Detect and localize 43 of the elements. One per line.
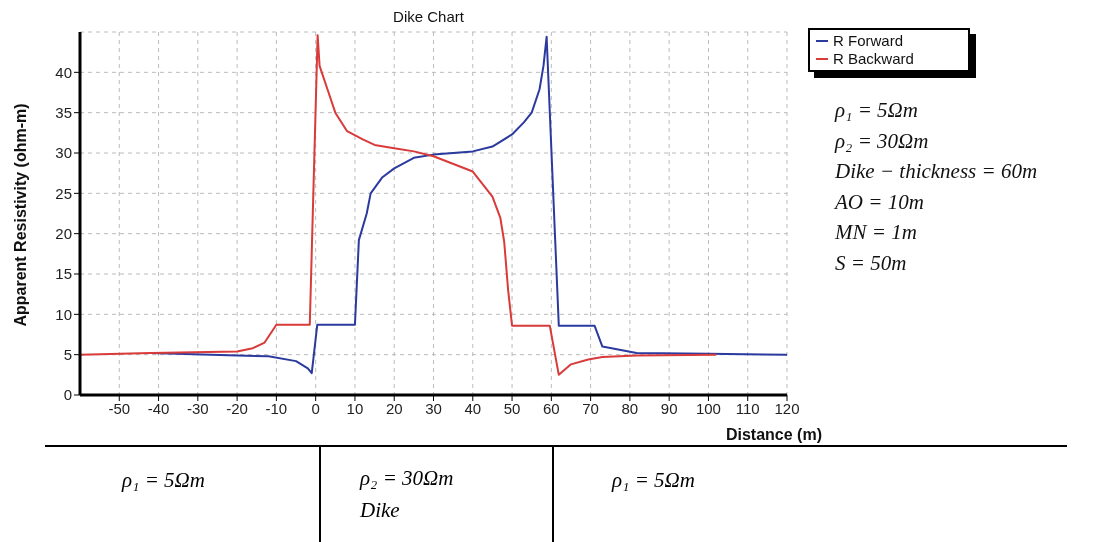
x-tick-label: -20	[226, 399, 248, 417]
text: ρ₁ = 5Ωm	[835, 97, 919, 124]
text: ρ₂ = 30Ωm	[360, 465, 454, 492]
y-axis-title: Apparent Resistivity (ohm-m)	[12, 103, 29, 327]
x-tick-label: -50	[108, 399, 131, 417]
text: ρ₂ = 30Ωm	[835, 127, 930, 155]
text: Dike − thickness = 60m	[835, 158, 1038, 185]
x-tick-label: 80	[621, 399, 639, 417]
x-tick-label: -10	[265, 399, 288, 417]
x-tick-label: -40	[147, 399, 170, 417]
line-series	[80, 34, 718, 376]
x-tick-label: 60	[542, 399, 560, 417]
x-tick-label: 90	[660, 399, 678, 417]
y-tick-label: 20	[55, 224, 72, 242]
x-tick-label: -30	[186, 399, 209, 417]
text: AO = 10m	[835, 188, 925, 216]
text: Dike	[360, 497, 401, 524]
text: ρ₁ = 5Ωm	[612, 468, 695, 493]
text: ρ₁ = 5Ωm	[122, 468, 205, 493]
x-tick-label: 110	[735, 399, 760, 417]
x-tick-label: 100	[695, 399, 721, 417]
y-tick-label: 35	[55, 103, 72, 121]
text: S = 50m	[835, 249, 908, 277]
y-tick-label: 40	[55, 63, 72, 81]
x-axis-title: Distance (m)	[725, 426, 822, 443]
y-tick-label: 10	[55, 305, 72, 323]
y-tick-label: 15	[55, 265, 72, 283]
legend-label: R Backward	[833, 50, 914, 68]
x-tick-label: 20	[385, 399, 403, 417]
y-tick-label: 25	[55, 184, 72, 202]
chart-title: Dike Chart	[393, 8, 465, 25]
x-tick-label: 40	[464, 399, 482, 417]
legend-label: R Forward	[833, 32, 904, 50]
text: MN = 1m	[835, 219, 918, 246]
x-tick-label: 0	[311, 399, 320, 417]
x-tick-label: 70	[582, 399, 599, 417]
y-tick-label: 0	[63, 386, 72, 404]
x-tick-label: 50	[503, 399, 521, 417]
x-tick-label: 120	[774, 399, 800, 417]
y-tick-label: 5	[63, 345, 72, 363]
x-tick-label: 10	[346, 399, 364, 417]
y-tick-label: 30	[55, 144, 72, 162]
x-tick-label: 30	[425, 399, 442, 417]
